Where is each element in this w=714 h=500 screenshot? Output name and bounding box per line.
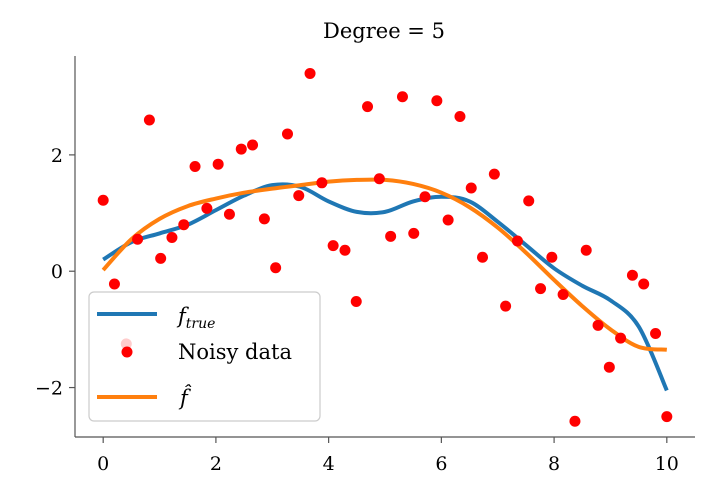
data-point	[385, 230, 397, 242]
data-point	[650, 327, 662, 339]
data-point	[488, 168, 500, 180]
data-point	[293, 190, 305, 202]
data-point	[626, 269, 638, 281]
data-point	[108, 278, 120, 290]
data-point	[511, 235, 523, 247]
data-point	[143, 114, 155, 126]
data-point	[178, 219, 190, 231]
data-point	[270, 262, 282, 274]
x-axis-ticks: 0 2 4 6 8 10	[97, 437, 679, 475]
x-tick-label: 4	[323, 453, 335, 475]
data-point	[454, 110, 466, 122]
data-point	[557, 288, 569, 300]
data-point	[373, 173, 385, 185]
data-point	[419, 191, 431, 203]
data-point	[281, 128, 293, 140]
scatter-points	[97, 67, 673, 427]
x-tick-label: 8	[548, 453, 560, 475]
data-point	[431, 95, 443, 107]
legend-true-label: ftrue	[176, 304, 215, 332]
x-tick-label: 2	[210, 453, 222, 475]
y-tick-label: −2	[35, 378, 63, 400]
chart-title: Degree = 5	[323, 19, 445, 43]
plot-area	[101, 177, 669, 392]
data-point	[132, 233, 144, 245]
data-point	[615, 332, 627, 344]
legend-data-label: Noisy data	[178, 340, 292, 364]
data-point	[235, 143, 247, 155]
x-tick-label: 0	[97, 453, 109, 475]
data-point	[258, 213, 270, 225]
data-point	[442, 214, 454, 226]
data-point	[396, 91, 408, 103]
data-point	[408, 227, 420, 239]
legend-box	[88, 291, 321, 422]
data-point	[580, 244, 592, 256]
data-point	[247, 139, 259, 151]
data-point	[327, 240, 339, 252]
data-point	[212, 158, 224, 170]
data-point	[362, 101, 374, 113]
y-tick-label: 2	[51, 145, 63, 167]
data-point	[350, 295, 362, 307]
data-point	[201, 202, 213, 214]
data-point	[569, 415, 581, 427]
true-function-line	[102, 182, 669, 392]
data-point	[189, 161, 201, 173]
data-point	[592, 319, 604, 331]
data-point	[97, 194, 109, 206]
data-point	[339, 244, 351, 256]
data-point	[638, 278, 650, 290]
data-point	[223, 208, 235, 220]
y-tick-label: 0	[51, 261, 63, 283]
data-point	[661, 411, 673, 423]
legend: ftrue Noisy data f̂	[88, 291, 321, 422]
data-point	[546, 251, 558, 263]
data-point	[523, 195, 535, 207]
data-point	[316, 177, 328, 189]
data-point	[166, 231, 178, 243]
data-point	[500, 300, 512, 312]
y-axis-ticks: −2 0 2	[35, 145, 75, 400]
data-point	[465, 182, 477, 194]
fitted-curve-line	[101, 177, 668, 352]
data-point	[304, 67, 316, 79]
data-point	[155, 252, 167, 264]
data-point	[535, 283, 547, 295]
data-point	[603, 361, 615, 373]
data-point	[477, 251, 489, 263]
x-tick-label: 10	[655, 453, 679, 475]
x-tick-label: 6	[435, 453, 447, 475]
legend-data-swatch	[121, 346, 133, 358]
